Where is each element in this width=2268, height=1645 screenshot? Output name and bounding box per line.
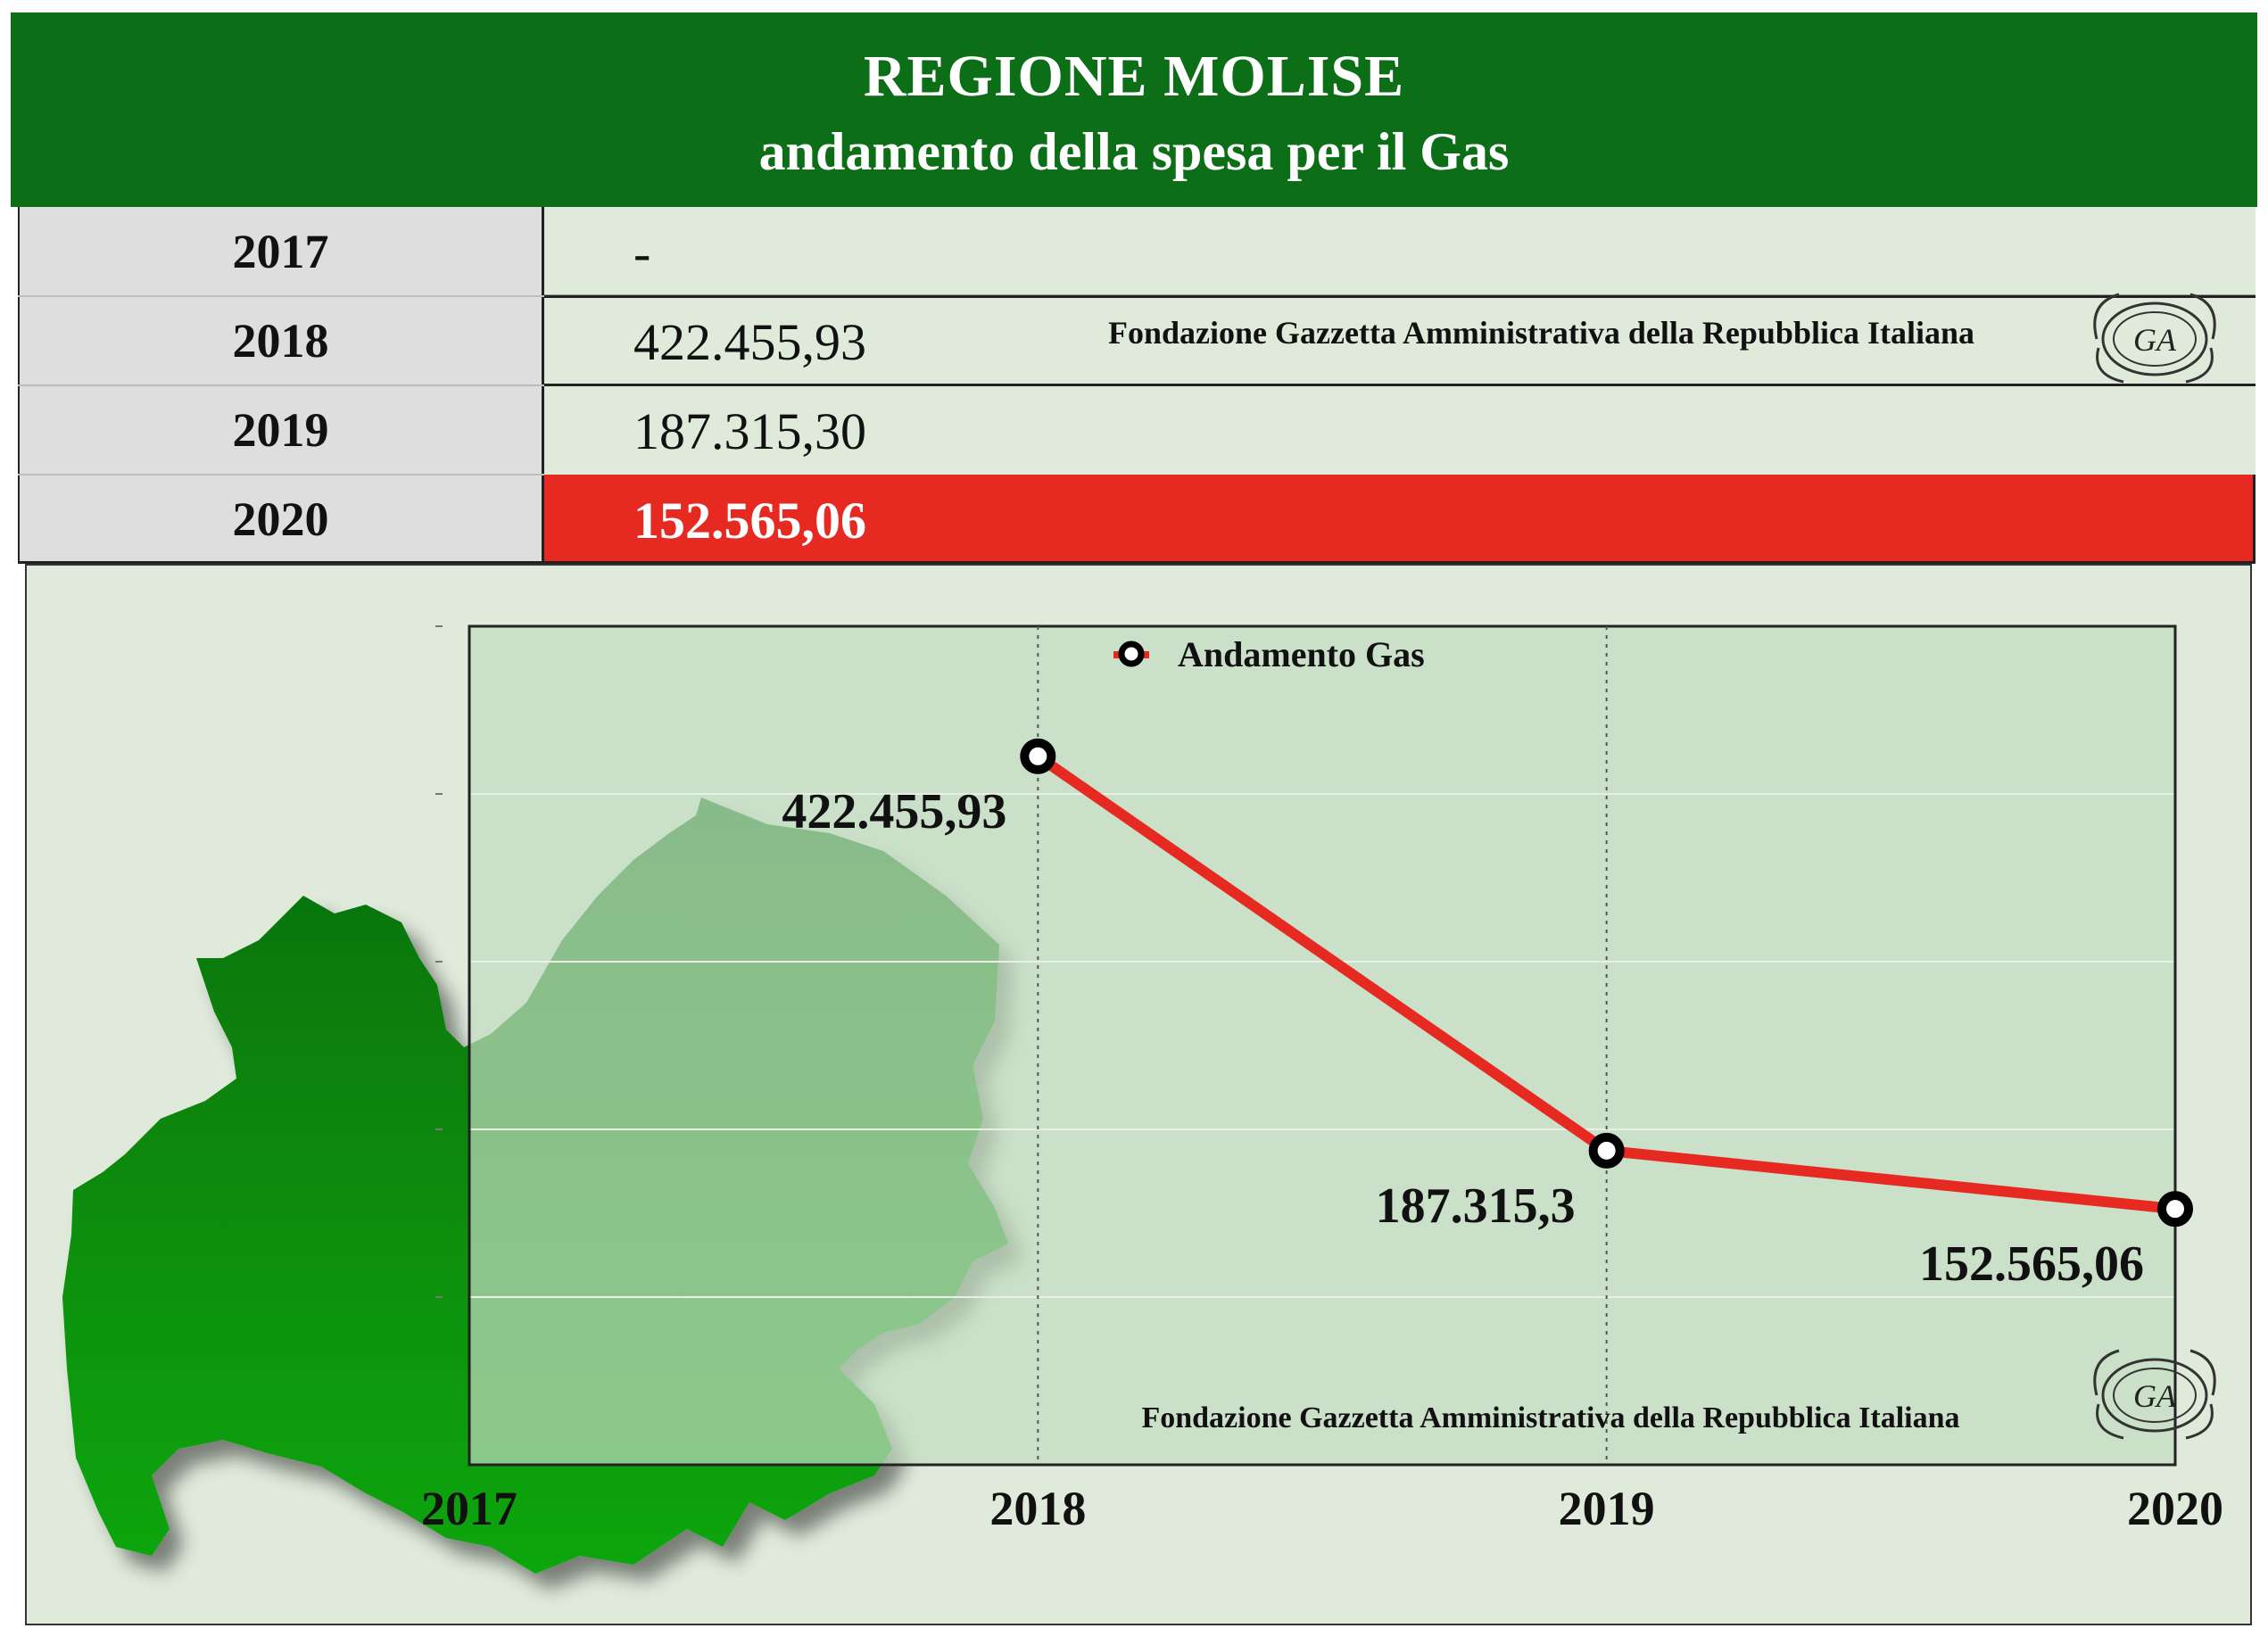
legend-label: Andamento Gas <box>1178 634 1425 674</box>
x-tick-label: 2020 <box>2127 1482 2223 1535</box>
legend: Andamento Gas <box>1113 634 1425 674</box>
table-border <box>18 561 2256 564</box>
y-tick-marks <box>435 625 443 1298</box>
table-row: 2017 - <box>18 207 2256 296</box>
seal-monogram: GA <box>2133 1378 2177 1414</box>
data-point <box>1588 1132 1625 1169</box>
x-tick-label: 2019 <box>1559 1482 1655 1535</box>
year-cell: 2017 <box>18 207 544 296</box>
value-cell: 152.565,06 <box>544 475 2256 564</box>
table-border <box>2253 475 2256 564</box>
row-divider <box>18 474 544 475</box>
ga-seal-icon: GA <box>2093 1349 2216 1440</box>
plot-border <box>468 624 2177 1467</box>
line-chart: Andamento Gas 422.455,93 187.315,3 152.565… <box>62 624 2223 1574</box>
header-banner: REGIONE MOLISE andamento della spesa per… <box>11 12 2257 207</box>
data-label: 152.565,06 <box>1919 1236 2144 1292</box>
ga-seal-icon: GA <box>2093 293 2216 384</box>
table-row: 2018 422.455,93 <box>18 296 2256 385</box>
row-divider <box>544 384 2256 386</box>
data-markers <box>1020 738 2193 1228</box>
plot-area <box>469 626 2175 1465</box>
x-tick-label: 2018 <box>989 1482 1086 1535</box>
x-tick-labels: 2017 2018 2019 2020 <box>421 1482 2223 1535</box>
expense-table: 2017 - 2018 422.455,93 2019 187.315,30 2… <box>18 207 2256 564</box>
legend-marker <box>1118 641 1145 667</box>
row-divider <box>544 294 2256 295</box>
table-row-highlighted: 2020 152.565,06 <box>18 475 2256 564</box>
value-cell: 187.315,30 <box>544 385 2256 475</box>
row-divider <box>18 295 544 297</box>
row-divider <box>18 384 544 386</box>
year-cell: 2018 <box>18 296 544 385</box>
vertical-gridlines <box>1037 626 1608 1465</box>
row-divider <box>544 295 2256 298</box>
data-label: 187.315,3 <box>1376 1178 1576 1234</box>
gridlines <box>469 793 2175 1298</box>
data-point <box>1020 738 1056 774</box>
chart-panel: Andamento Gas 422.455,93 187.315,3 152.565… <box>25 564 2252 1625</box>
page-title: REGIONE MOLISE <box>863 44 1405 109</box>
data-labels: 422.455,93 187.315,3 152.565,06 <box>782 784 2144 1292</box>
data-point <box>2157 1191 2193 1228</box>
year-cell: 2019 <box>18 385 544 475</box>
year-cell: 2020 <box>18 475 544 564</box>
value-cell: - <box>544 207 2256 296</box>
chart-footer: Fondazione Gazzetta Amministrativa della… <box>1141 1401 1959 1434</box>
seal-monogram: GA <box>2133 322 2177 358</box>
page-subtitle: andamento della spesa per il Gas <box>758 122 1510 181</box>
value-cell: 422.455,93 <box>544 296 2256 385</box>
foundation-label: Fondazione Gazzetta Amministrativa della… <box>1108 315 1974 351</box>
table-row: 2019 187.315,30 <box>18 385 2256 475</box>
x-tick-label: 2017 <box>421 1482 517 1535</box>
data-label: 422.455,93 <box>782 784 1006 839</box>
